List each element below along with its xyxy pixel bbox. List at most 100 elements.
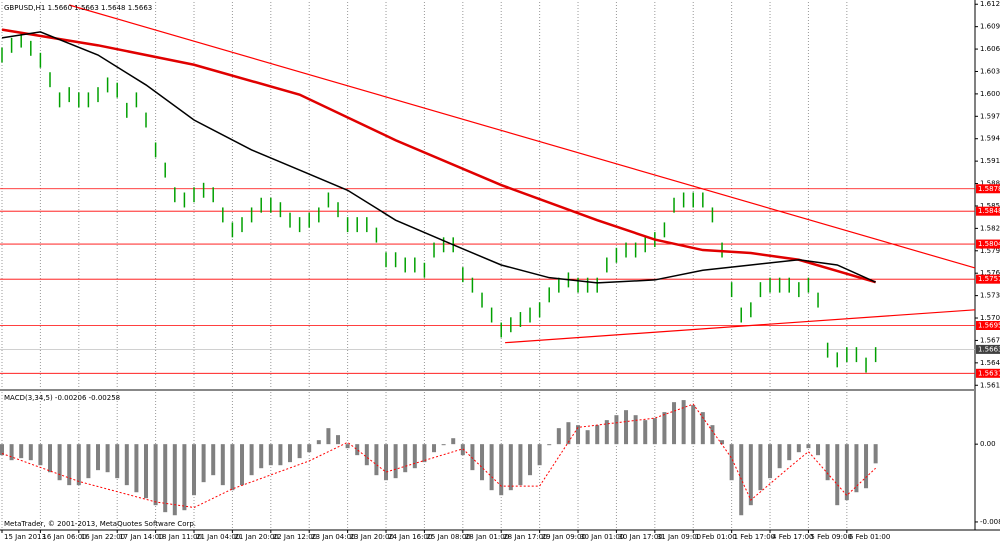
macd-bar bbox=[336, 435, 341, 445]
macd-bar bbox=[768, 444, 773, 479]
x-tick-label: 28 Jan 01:00 bbox=[465, 533, 509, 541]
macd-bar bbox=[153, 444, 158, 506]
macd-bar bbox=[115, 444, 120, 479]
y-tick-label: 1.5645 bbox=[980, 359, 1000, 367]
macd-bar bbox=[460, 444, 465, 456]
macd-bar bbox=[873, 444, 878, 464]
macd-bar bbox=[508, 444, 513, 491]
level-label-box bbox=[976, 206, 1000, 216]
x-tick-label: 22 Jan 12:00 bbox=[273, 533, 317, 541]
macd-bar bbox=[134, 444, 139, 493]
macd-bar bbox=[710, 425, 715, 445]
x-tick-label: 29 Jan 09:00 bbox=[542, 533, 586, 541]
level-label: 1.5848 bbox=[978, 207, 1000, 215]
macd-bar bbox=[393, 444, 398, 479]
macd-bar bbox=[537, 444, 542, 466]
macd-bar bbox=[662, 412, 667, 445]
macd-bar bbox=[67, 444, 72, 486]
macd-bar bbox=[288, 444, 293, 463]
level-label-box bbox=[976, 184, 1000, 194]
macd-bar bbox=[518, 444, 523, 486]
macd-bar bbox=[787, 444, 792, 461]
macd-bar bbox=[604, 420, 609, 445]
y-tick-label: 0.00 bbox=[980, 440, 996, 448]
x-tick-label: 16 Jan 22:00 bbox=[81, 533, 125, 541]
level-label-box bbox=[976, 320, 1000, 330]
macd-bar bbox=[652, 418, 657, 445]
macd-bar bbox=[96, 444, 101, 471]
macd-bar bbox=[777, 444, 782, 469]
x-tick-label: 4 Feb 17:00 bbox=[772, 533, 813, 541]
y-tick-label: 1.6095 bbox=[980, 23, 1000, 31]
macd-bar bbox=[316, 440, 321, 445]
macd-bar bbox=[172, 444, 177, 516]
macd-bar bbox=[700, 412, 705, 445]
y-tick-label: 1.6035 bbox=[980, 67, 1000, 75]
x-tick-label: 30 Jan 17:00 bbox=[618, 533, 662, 541]
macd-bar bbox=[201, 444, 206, 483]
macd-bar bbox=[220, 444, 225, 486]
macd-bar bbox=[297, 444, 302, 459]
macd-bar bbox=[576, 425, 581, 445]
x-tick-label: 28 Jan 17:00 bbox=[503, 533, 547, 541]
y-tick-label: 1.5675 bbox=[980, 336, 1000, 344]
y-tick-label: 1.5915 bbox=[980, 157, 1000, 165]
indicator-title: MACD(3,34,5) -0.00206 -0.00258 bbox=[4, 394, 120, 402]
macd-bar bbox=[633, 415, 638, 445]
macd-bar bbox=[739, 444, 744, 516]
last-price-box bbox=[976, 344, 1000, 354]
macd-bar bbox=[441, 444, 446, 446]
level-label-box bbox=[976, 274, 1000, 284]
macd-bar bbox=[499, 444, 504, 496]
level-label: 1.5757 bbox=[978, 275, 1000, 283]
macd-bar bbox=[268, 444, 273, 466]
level-label: 1.5695 bbox=[978, 321, 1000, 329]
macd-bar bbox=[86, 444, 91, 479]
signal-line bbox=[1, 403, 876, 509]
y-tick-label: 1.6065 bbox=[980, 45, 1000, 53]
macd-bar bbox=[403, 444, 408, 473]
macd-bar bbox=[19, 444, 24, 459]
x-tick-label: 31 Jan 09:00 bbox=[657, 533, 701, 541]
macd-bar bbox=[672, 402, 677, 445]
macd-bar bbox=[374, 444, 379, 476]
y-tick-label: 1.5735 bbox=[980, 292, 1000, 300]
macd-bar bbox=[816, 444, 821, 456]
x-tick-label: 23 Jan 04:00 bbox=[311, 533, 355, 541]
macd-bar bbox=[681, 400, 686, 445]
macd-bar bbox=[806, 444, 811, 449]
macd-bar bbox=[182, 444, 187, 511]
macd-bar bbox=[163, 444, 168, 513]
x-tick-label: 15 Jan 2013 bbox=[4, 533, 46, 541]
macd-bar bbox=[796, 444, 801, 453]
macd-bar bbox=[489, 444, 494, 491]
macd-bar bbox=[307, 444, 312, 453]
macd-bar bbox=[729, 444, 734, 481]
macd-bar bbox=[566, 422, 571, 445]
macd-bar bbox=[48, 444, 53, 473]
x-tick-label: 1 Feb 17:00 bbox=[734, 533, 775, 541]
macd-bar bbox=[748, 444, 753, 506]
moving-average bbox=[1, 28, 876, 284]
macd-bar bbox=[556, 428, 561, 445]
macd-bar bbox=[547, 444, 552, 446]
macd-bar bbox=[614, 415, 619, 445]
y-tick-label: 1.5885 bbox=[980, 180, 1000, 188]
macd-bar bbox=[192, 444, 197, 496]
x-tick-label: 18 Jan 11:00 bbox=[158, 533, 202, 541]
macd-bar bbox=[240, 444, 245, 486]
macd-bar bbox=[28, 444, 33, 461]
macd-bar bbox=[835, 444, 840, 506]
macd-bar bbox=[624, 410, 629, 445]
macd-bar bbox=[422, 444, 427, 463]
trendline bbox=[69, 4, 976, 269]
macd-bar bbox=[124, 444, 129, 486]
macd-bar bbox=[758, 444, 763, 491]
x-tick-label: 17 Jan 14:00 bbox=[119, 533, 163, 541]
macd-bar bbox=[9, 444, 14, 461]
macd-bar bbox=[854, 444, 859, 493]
last-price-label: 1.5663 bbox=[978, 345, 1000, 353]
x-tick-label: 5 Feb 09:00 bbox=[810, 533, 851, 541]
